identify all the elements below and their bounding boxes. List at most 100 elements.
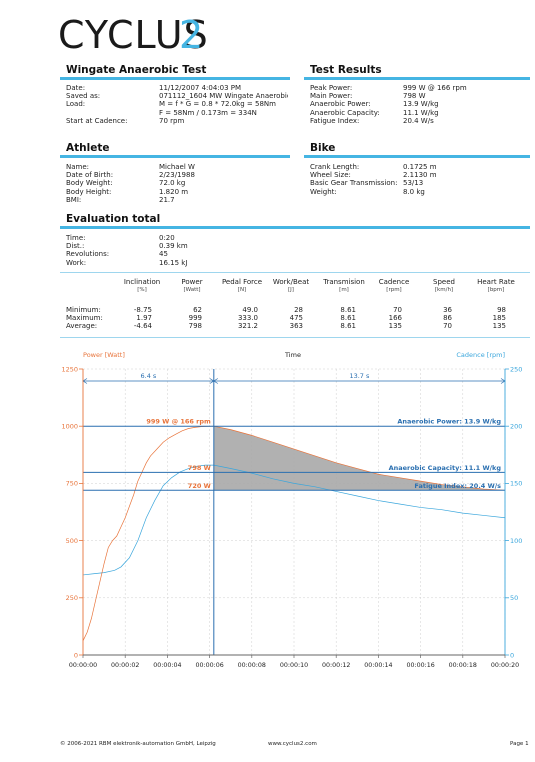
stats-cell: 62 xyxy=(193,306,202,314)
stats-top-divider xyxy=(60,272,530,273)
y-left-tick-label: 750 xyxy=(66,480,78,488)
y-right-tick-label: 250 xyxy=(510,365,522,373)
stats-header-name: Work/Beat xyxy=(272,278,310,286)
power-cadence-chart: Power [Watt] Time Cadence [rpm] 999 W @ 166… xyxy=(61,351,522,669)
stats-header-name: Heart Rate xyxy=(477,278,515,286)
reference-left-label: 798 W xyxy=(188,464,211,472)
test-row: Start at Cadence: 70 rpm xyxy=(66,117,288,125)
results-row: Anaerobic Capacity: 11.1 W/kg xyxy=(310,109,528,117)
results-details: Peak Power: 999 W @ 166 rpm Main Power: 798… xyxy=(310,84,528,125)
x-tick-label: 00:00:16 xyxy=(406,662,434,669)
bike-row: Basic Gear Transmission: 53/13 xyxy=(310,179,528,187)
stats-cell: 98 xyxy=(497,306,506,314)
test-value: F = 58Nm / 0.173m = 334N xyxy=(159,108,257,117)
test-value: 071112_1604 MW Wingate Anaerobic xyxy=(159,92,288,101)
athlete-details: Name: Michael W Date of Birth: 2/23/1988 Bod… xyxy=(66,163,288,204)
stats-cell: 185 xyxy=(492,314,506,323)
x-tick-label: 00:00:06 xyxy=(195,662,223,669)
reference-left-label: 999 W @ 166 rpm xyxy=(146,418,211,426)
x-tick-label: 00:00:00 xyxy=(69,662,97,669)
athlete-label: Body Weight: xyxy=(66,179,113,188)
athlete-value: 72.0 kg xyxy=(159,179,186,188)
reference-right-label: Anaerobic Power: 13.9 W/kg xyxy=(397,418,501,426)
stats-cell: 70 xyxy=(443,322,452,331)
stats-cell: -8.75 xyxy=(133,306,152,314)
stats-cell: 166 xyxy=(388,314,402,323)
bike-label: Weight: xyxy=(310,187,337,196)
bike-row: Crank Length: 0.1725 m xyxy=(310,163,528,171)
logo-number: 2 xyxy=(179,13,203,54)
results-title: Test Results xyxy=(310,64,382,76)
bike-details: Crank Length: 0.1725 m Wheel Size: 2.1130 m… xyxy=(310,163,528,196)
stats-header-name: Transmision xyxy=(323,278,365,286)
stats-cell: 8.61 xyxy=(340,306,356,314)
footer-copyright: © 2006-2021 RBM elektronik-automation Gm… xyxy=(60,741,216,747)
evaluation-title: Evaluation total xyxy=(66,213,161,225)
anaerobic-area-fill xyxy=(213,426,505,491)
x-tick-label: 00:00:18 xyxy=(449,662,477,669)
stats-cell: 8.61 xyxy=(340,314,356,323)
evaluation-divider xyxy=(60,226,530,229)
stats-header-name: Pedal Force xyxy=(221,278,263,286)
stats-cell: 86 xyxy=(443,314,452,323)
results-value: 11.1 W/kg xyxy=(403,108,439,117)
power-series-line xyxy=(82,425,506,641)
y-left-tick-label: 0 xyxy=(74,651,78,659)
stats-cell: 333.0 xyxy=(237,314,258,323)
bike-value: 53/13 xyxy=(403,179,424,188)
y-right-tick-label: 50 xyxy=(510,594,518,602)
test-row: F = 58Nm / 0.173m = 334N xyxy=(66,109,288,117)
y-right-tick-label: 200 xyxy=(510,423,522,431)
test-value: 70 rpm xyxy=(159,116,185,125)
x-tick-label: 00:00:08 xyxy=(238,662,266,669)
interval-arrow-head xyxy=(213,378,219,384)
results-value: 20.4 W/s xyxy=(403,116,434,125)
y-right-tick-label: 0 xyxy=(510,651,514,659)
x-tick-label: 00:00:20 xyxy=(491,662,519,669)
bike-divider xyxy=(304,155,530,158)
results-row: Fatigue Index: 20.4 W/s xyxy=(310,117,528,125)
bike-value: 8.0 kg xyxy=(403,187,425,196)
stats-row-label: Maximum: xyxy=(66,314,103,323)
stats-header-unit: [J] xyxy=(288,287,294,293)
bike-label: Crank Length: xyxy=(310,163,360,171)
stats-header: Work/Beat [J] xyxy=(261,278,321,294)
y-right-axis-label: Cadence [rpm] xyxy=(456,351,505,359)
footer-website[interactable]: www.cyclus2.com xyxy=(268,741,317,747)
stats-header-unit: [Watt] xyxy=(183,287,201,293)
wingate-divider xyxy=(60,77,290,80)
y-left-axis-label: Power [Watt] xyxy=(83,351,125,359)
athlete-value: Michael W xyxy=(159,163,195,171)
test-value: M = f * G = 0.8 * 72.0kg = 58Nm xyxy=(159,100,276,109)
athlete-value: 2/23/1988 xyxy=(159,171,195,180)
evaluation-row: Dist.: 0.39 km xyxy=(66,242,288,250)
stats-cell: 36 xyxy=(443,306,452,314)
athlete-value: 21.7 xyxy=(159,195,175,204)
athlete-title: Athlete xyxy=(66,142,110,154)
interval-label: 6.4 s xyxy=(141,372,157,380)
stats-header: Inclination [%] xyxy=(112,278,172,294)
y-left-tick-label: 500 xyxy=(66,537,78,545)
athlete-divider xyxy=(60,155,290,158)
test-row: Saved as: 071112_1604 MW Wingate Anaerobi… xyxy=(66,92,288,100)
stats-cell: -4.64 xyxy=(133,322,152,331)
stats-cell: 1.97 xyxy=(136,314,152,323)
stats-row-label: Minimum: xyxy=(66,306,101,314)
athlete-row: Date of Birth: 2/23/1988 xyxy=(66,171,288,179)
evaluation-value: 45 xyxy=(159,250,168,259)
evaluation-label: Dist.: xyxy=(66,242,85,251)
stats-cell: 363 xyxy=(289,322,303,331)
athlete-value: 1.820 m xyxy=(159,187,189,196)
evaluation-row: Time: 0:20 xyxy=(66,234,288,242)
athlete-row: Body Height: 1.820 m xyxy=(66,188,288,196)
results-label: Main Power: xyxy=(310,92,353,101)
test-label: Load: xyxy=(66,100,86,109)
y-left-tick-label: 1250 xyxy=(61,365,78,373)
test-label: Start at Cadence: xyxy=(66,116,128,125)
stats-header-unit: [rpm] xyxy=(386,287,402,293)
stats-cell: 999 xyxy=(188,314,202,323)
stats-header-unit: [N] xyxy=(237,287,247,293)
athlete-label: Body Height: xyxy=(66,187,112,196)
stats-header: Pedal Force [N] xyxy=(212,278,272,294)
bike-label: Wheel Size: xyxy=(310,171,351,180)
